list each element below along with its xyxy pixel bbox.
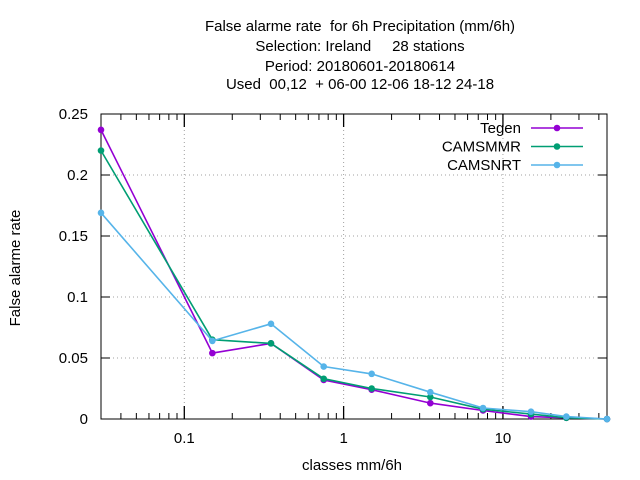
data-point-tegen (209, 349, 216, 357)
data-point-camsmmr (320, 375, 328, 383)
series-layer (97, 126, 611, 423)
data-point-camsnrt (426, 388, 434, 396)
y-tick-label: 0.2 (67, 167, 88, 184)
x-tick-label: 1 (339, 430, 347, 447)
data-point-tegen (426, 399, 434, 407)
data-point-tegen (97, 126, 105, 134)
axes: 0 0.05 0.1 0.15 0.2 0.25 0.1 1 10 (59, 106, 608, 447)
data-point-camsnrt (368, 370, 375, 378)
chart-title-line-4: Used 00,12 + 06-00 12-06 18-12 24-18 (225, 76, 495, 93)
legend-marker-tegen (553, 124, 561, 132)
x-axis-label: classes mm/6h (302, 457, 402, 474)
x-tick-label: 10 (495, 430, 512, 447)
legend-label-camsmmr: CAMSMMR (442, 139, 521, 156)
grid-lines (101, 114, 607, 419)
data-point-camsnrt (209, 337, 216, 345)
data-point-camsmmr (97, 147, 105, 154)
data-point-camsnrt (563, 413, 570, 420)
chart-title-line-2: Selection: Ireland 28 stations (255, 38, 465, 55)
y-tick-label: 0.1 (67, 289, 88, 306)
data-point-camsmmr (426, 393, 434, 401)
chart-title-line-3: Period: 20180601-20180614 (264, 58, 456, 75)
y-tick-label: 0.15 (59, 228, 88, 245)
y-tick-label: 0 (80, 411, 88, 428)
y-tick-label: 0.05 (59, 350, 88, 367)
plot-frame (100, 113, 608, 420)
data-point-camsnrt (320, 363, 328, 370)
legend-marker-camsnrt (553, 161, 561, 169)
y-tick-label: 0.25 (59, 106, 88, 123)
y-axis-label: False alarme rate (7, 210, 24, 327)
x-tick-label: 0.1 (174, 430, 195, 447)
data-point-camsnrt (267, 320, 275, 328)
data-point-camsnrt (603, 415, 611, 423)
legend-label-camsnrt: CAMSNRT (447, 157, 521, 174)
data-point-camsnrt (479, 404, 487, 412)
legend-label-tegen: Tegen (480, 120, 521, 137)
data-point-camsnrt (527, 408, 535, 415)
data-point-camsnrt (97, 209, 105, 217)
legend-marker-camsmmr (553, 143, 561, 150)
data-point-camsmmr (267, 340, 275, 347)
series-line-camsmmr (100, 150, 608, 420)
chart-title-line-1: False alarme rate for 6h Precipitation (… (204, 18, 516, 35)
data-point-camsmmr (368, 385, 375, 392)
series-line-tegen (100, 129, 608, 420)
series-line-camsnrt (100, 212, 608, 420)
